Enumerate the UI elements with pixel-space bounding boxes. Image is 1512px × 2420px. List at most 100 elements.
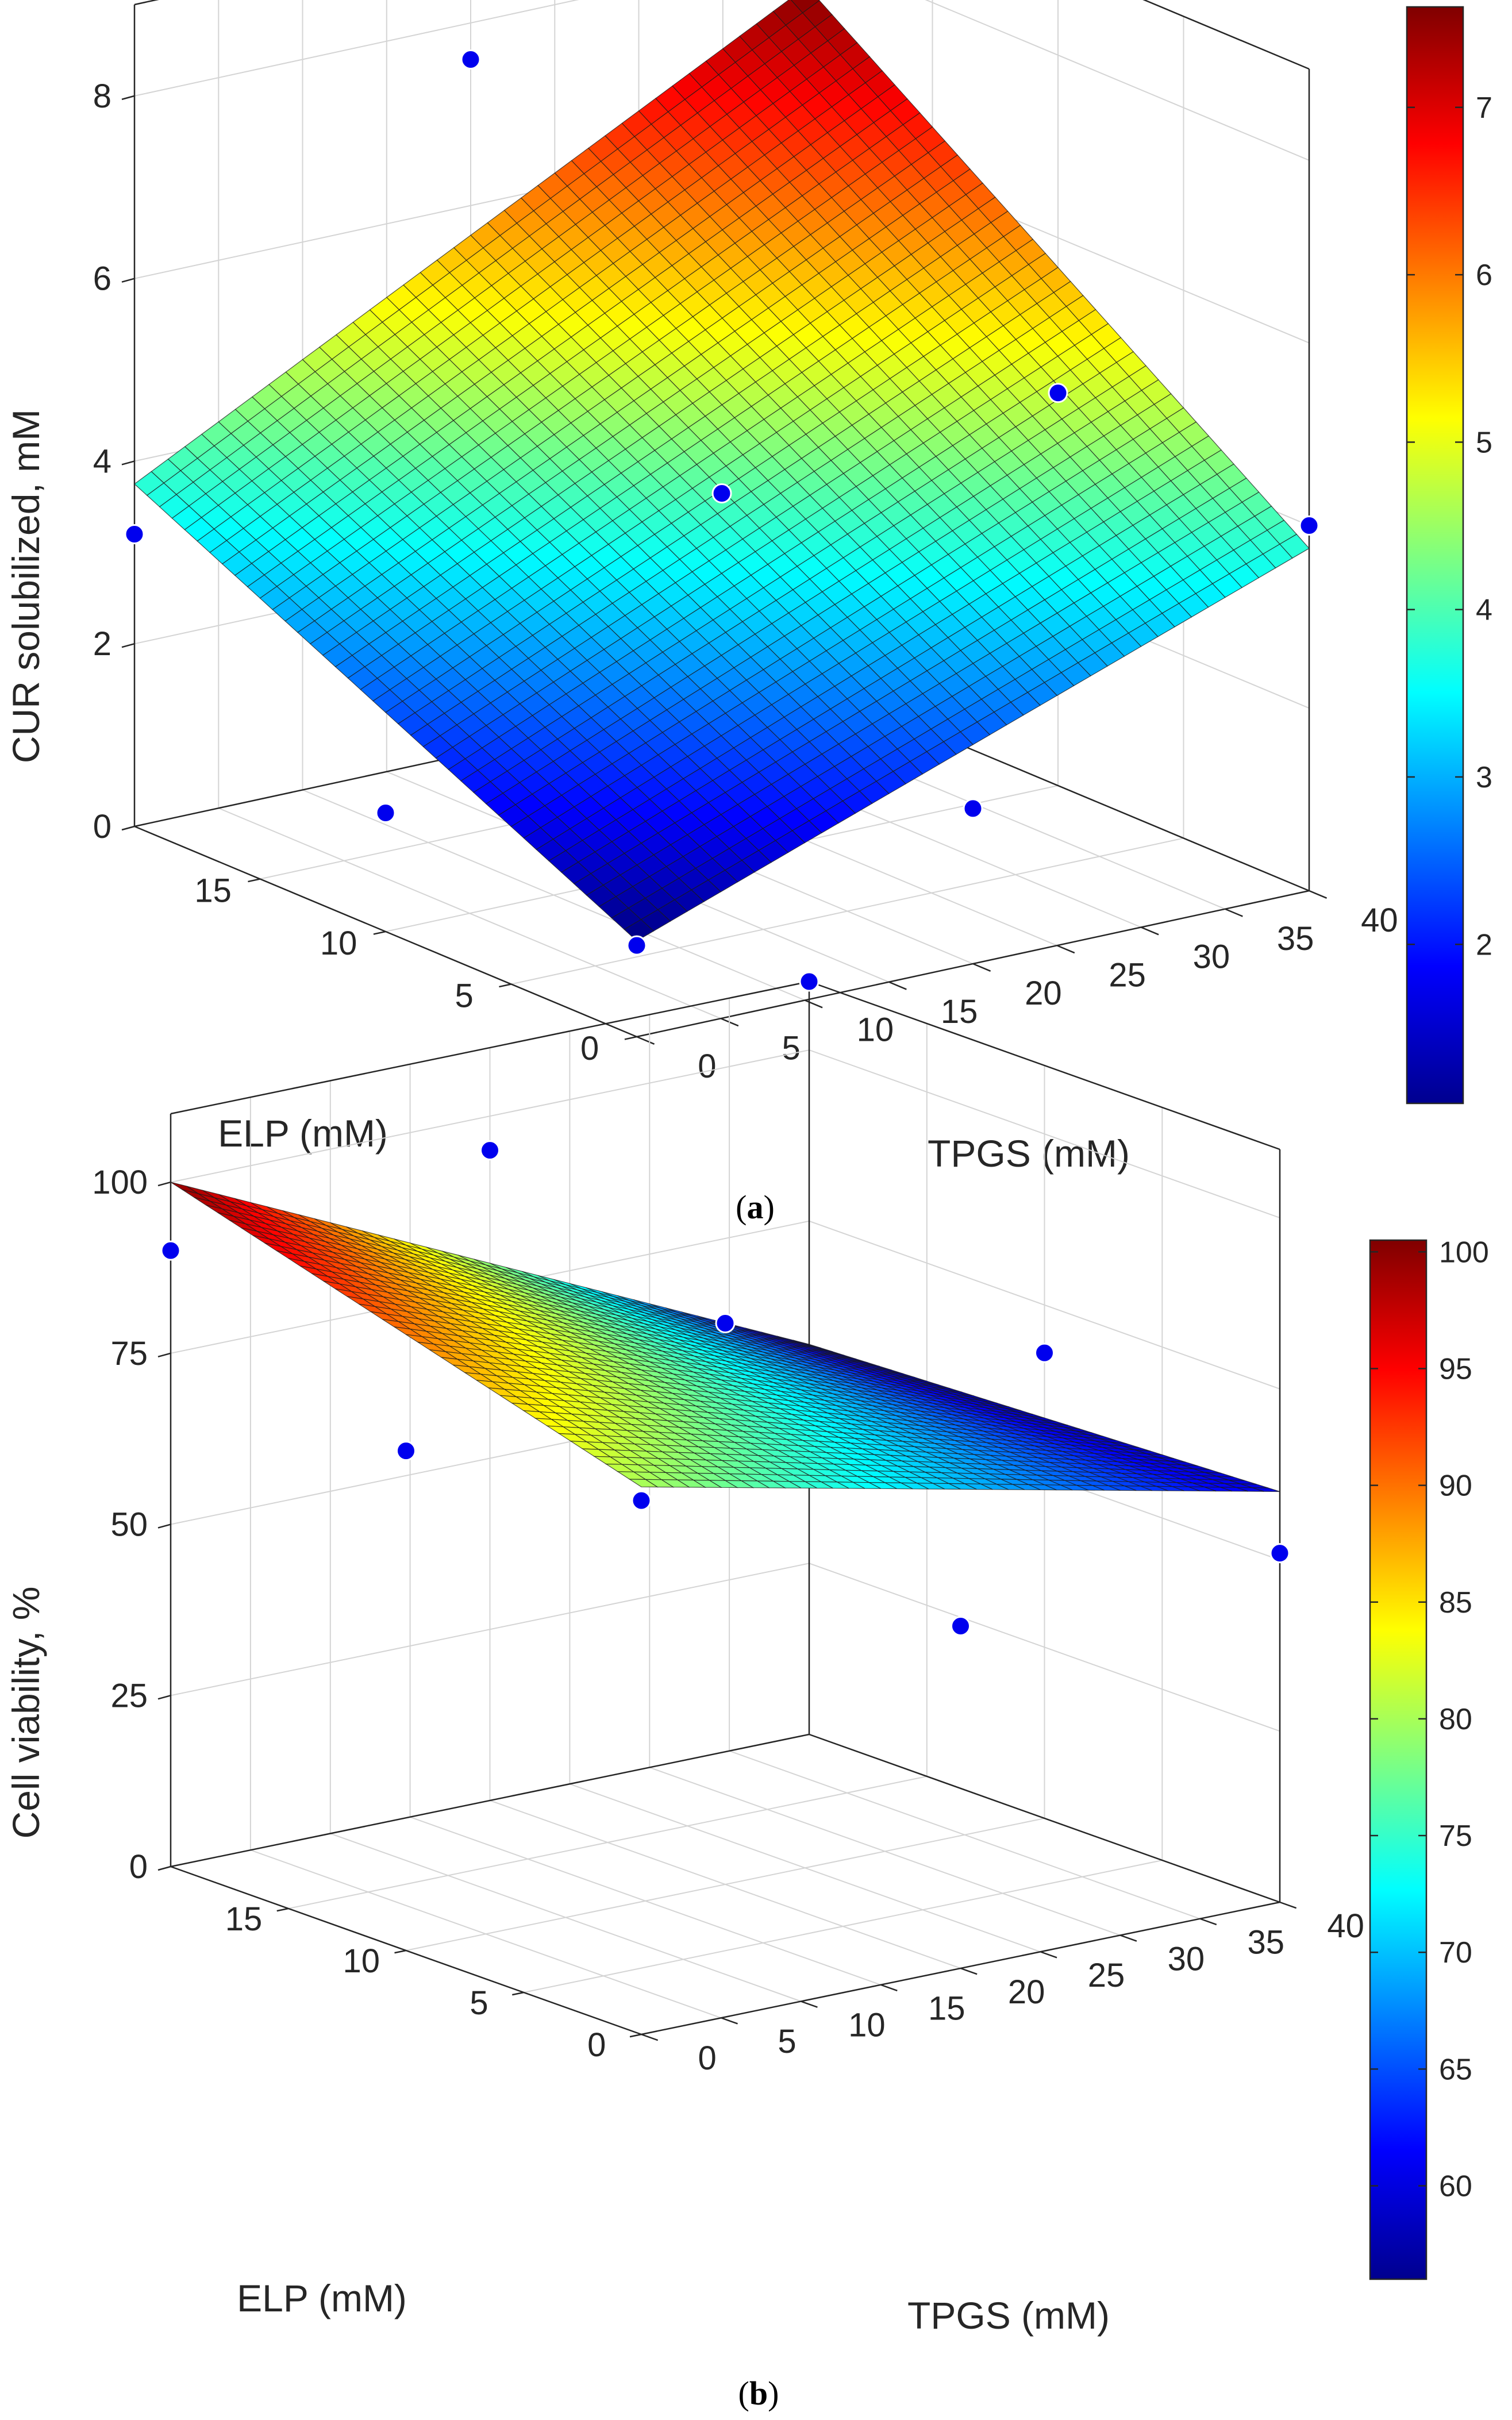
- tick-mark: [276, 1907, 289, 1912]
- x-tick-label: 30: [1193, 938, 1230, 976]
- chart-panel-a: 0 5 10 15 20 25 30 35 40 0 5 10 15 0 2 4…: [5, 0, 1492, 1226]
- axis-line: [1142, 0, 1310, 70]
- tick-mark: [157, 1523, 171, 1529]
- x-tick-label: 25: [1088, 1957, 1125, 1994]
- z-tick-labels: 0 2 4 6 8: [93, 78, 111, 845]
- data-point: [1048, 383, 1068, 403]
- axis-line: [809, 980, 1280, 1151]
- y-tick-labels: 0 5 10 15: [194, 872, 599, 1067]
- data-point: [799, 971, 820, 992]
- data-points: [160, 971, 1290, 1637]
- x-tick-label: 30: [1168, 1940, 1205, 1977]
- data-point: [711, 483, 732, 503]
- x-tick-label: 40: [1327, 1907, 1364, 1945]
- tick-mark: [121, 278, 135, 283]
- tick-mark: [888, 981, 907, 990]
- colorbar-gradient: [1369, 1239, 1428, 2280]
- x-tick-label: 15: [941, 993, 978, 1030]
- z-tick-label: 0: [93, 808, 111, 845]
- data-point: [1269, 1543, 1290, 1564]
- surface-patch: [624, 919, 655, 941]
- tick-mark: [1056, 945, 1075, 954]
- z-tick-labels: 0 25 50 75 100: [92, 1164, 148, 1886]
- data-point: [1034, 1342, 1055, 1363]
- tick-mark: [157, 1695, 171, 1700]
- colorbar-tick-label: 60: [1439, 2169, 1472, 2203]
- data-point: [1299, 515, 1319, 536]
- tick-mark: [629, 2033, 642, 2038]
- colorbar: 60 65 70 75 80 85 90 95 100: [1369, 1236, 1489, 2280]
- data-point: [480, 1140, 500, 1161]
- colorbar-tick-label: 65: [1439, 2053, 1472, 2086]
- tick-mark: [721, 2017, 738, 2025]
- response-surface: [170, 1182, 1280, 1492]
- colorbar-tick-label: 7: [1476, 91, 1492, 125]
- panel-label: (b): [738, 2375, 779, 2412]
- tick-mark: [373, 930, 386, 935]
- tick-mark: [1279, 1901, 1297, 1909]
- tick-mark: [1199, 1918, 1217, 1926]
- data-point: [460, 49, 481, 70]
- z-tick-label: 0: [129, 1848, 148, 1886]
- y-tick-label: 0: [580, 1030, 599, 1067]
- tick-mark: [157, 1865, 171, 1871]
- response-surface: [134, 0, 1310, 941]
- tick-mark: [960, 1967, 978, 1975]
- colorbar-tick-label: 80: [1439, 1703, 1472, 1736]
- colorbar-tick-labels: 2 3 4 5 6 7: [1476, 91, 1492, 961]
- x-axis-title: TPGS (mM): [907, 2294, 1110, 2337]
- y-tick-label: 10: [320, 925, 357, 962]
- tick-mark: [641, 2033, 659, 2041]
- data-point: [951, 1616, 971, 1637]
- x-tick-label: 35: [1277, 920, 1314, 957]
- tick-mark: [1040, 1951, 1057, 1959]
- y-tick-labels: 0 5 10 15: [225, 1900, 606, 2064]
- x-tick-label: 0: [698, 1048, 716, 1085]
- x-tick-label: 15: [928, 1990, 965, 2027]
- data-points: [124, 49, 1319, 956]
- tick-mark: [1141, 926, 1159, 936]
- z-tick-label: 2: [93, 625, 111, 663]
- y-axis-title: ELP (mM): [237, 2277, 407, 2319]
- colorbar: 2 3 4 5 6 7: [1406, 6, 1492, 1105]
- y-axis-title: ELP (mM): [218, 1112, 388, 1155]
- data-point: [375, 802, 396, 823]
- colorbar-tick-label: 4: [1476, 594, 1492, 627]
- colorbar-tick-labels: 60 65 70 75 80 85 90 95 100: [1439, 1236, 1489, 2203]
- x-tick-labels: 0 5 10 15 20 25 30 35 40: [698, 902, 1398, 1085]
- tick-mark: [805, 999, 823, 1009]
- z-axis-title: Cell viability, %: [5, 1587, 47, 1839]
- tick-mark: [121, 643, 135, 648]
- x-tick-label: 40: [1361, 902, 1398, 939]
- colorbar-tick-label: 5: [1476, 426, 1492, 459]
- x-tick-label: 20: [1025, 975, 1062, 1012]
- chart-panel-b: 0 5 10 15 20 25 30 35 40 0 5 10 15 0 25 …: [5, 971, 1489, 2412]
- grid-line: [170, 1563, 1280, 1732]
- z-tick-label: 100: [92, 1164, 148, 1201]
- colorbar-tick-label: 75: [1439, 1819, 1472, 1853]
- tick-mark: [624, 1036, 637, 1040]
- tick-mark: [1119, 1934, 1137, 1942]
- tick-mark: [121, 460, 135, 465]
- tick-mark: [121, 825, 135, 831]
- z-tick-label: 6: [93, 260, 111, 298]
- x-tick-label: 5: [782, 1029, 800, 1067]
- colorbar-tick-label: 100: [1439, 1236, 1489, 1269]
- x-tick-label: 35: [1248, 1924, 1285, 1961]
- colorbar-tick-label: 2: [1476, 928, 1492, 961]
- x-tick-label: 10: [848, 2006, 886, 2044]
- z-tick-label: 75: [110, 1335, 148, 1372]
- y-tick-label: 15: [225, 1900, 263, 1938]
- panel-label: (a): [736, 1188, 775, 1226]
- z-tick-label: 8: [93, 78, 111, 115]
- colorbar-tick-label: 70: [1439, 1936, 1472, 1969]
- x-axis-title: TPGS (mM): [928, 1132, 1130, 1175]
- tick-mark: [157, 1181, 171, 1187]
- colorbar-tick-marks: [1370, 1251, 1426, 2187]
- y-tick-label: 5: [455, 977, 473, 1014]
- grid-line: [409, 1064, 881, 1986]
- surface-patch: [628, 1479, 659, 1488]
- tick-mark: [394, 1949, 406, 1954]
- axis-line: [170, 1733, 810, 1868]
- data-point: [963, 798, 983, 819]
